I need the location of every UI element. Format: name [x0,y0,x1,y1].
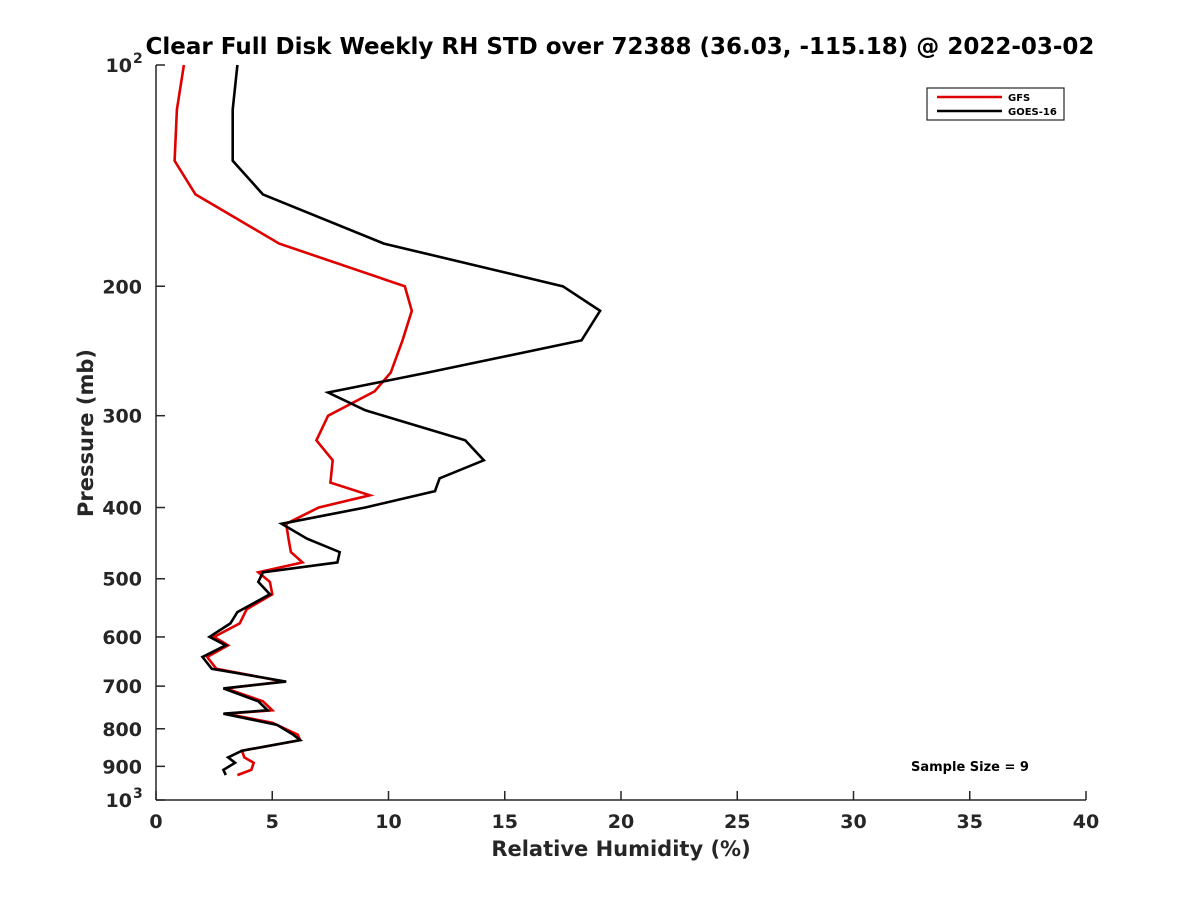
x-tick-label: 20 [608,811,634,833]
y-tick-label: 700 [102,676,142,698]
x-tick-label: 15 [492,811,518,833]
legend-label-gfs: GFS [1008,93,1030,104]
plot-area [156,65,1086,800]
y-tick-label: 800 [102,719,142,741]
series-layer [173,64,602,777]
series-line-goes16 [200,64,602,776]
legend-label-goes16: GOES-16 [1008,107,1057,118]
x-tick-label: 25 [724,811,750,833]
legend-box [926,87,1065,121]
y-tick-label: 600 [102,627,142,649]
x-tick-label: 0 [149,811,162,833]
x-tick-label: 10 [375,811,401,833]
y-tick-exponent: 2 [133,51,143,67]
y-tick-exponent: 3 [133,786,143,802]
y-tick-label: 900 [102,756,142,778]
legend: GFS GOES-16 [926,87,1065,121]
y-tick-label: 10 [106,55,132,77]
y-axis-label: Pressure (mb) [74,349,98,517]
y-tick-label: 500 [102,569,142,591]
y-tick-label: 400 [102,498,142,520]
x-axis-label: Relative Humidity (%) [491,837,750,861]
x-ticks: 0 5 10 15 20 25 30 35 40 [149,791,1099,833]
x-tick-label: 40 [1073,811,1099,833]
y-tick-label: 10 [106,790,132,812]
y-tick-label: 300 [102,406,142,428]
x-tick-label: 35 [957,811,983,833]
x-tick-label: 5 [266,811,279,833]
sample-size-note: Sample Size = 9 [911,760,1029,775]
x-tick-label: 30 [840,811,866,833]
y-tick-label: 200 [102,276,142,298]
chart-title: Clear Full Disk Weekly RH STD over 72388… [146,34,1095,60]
